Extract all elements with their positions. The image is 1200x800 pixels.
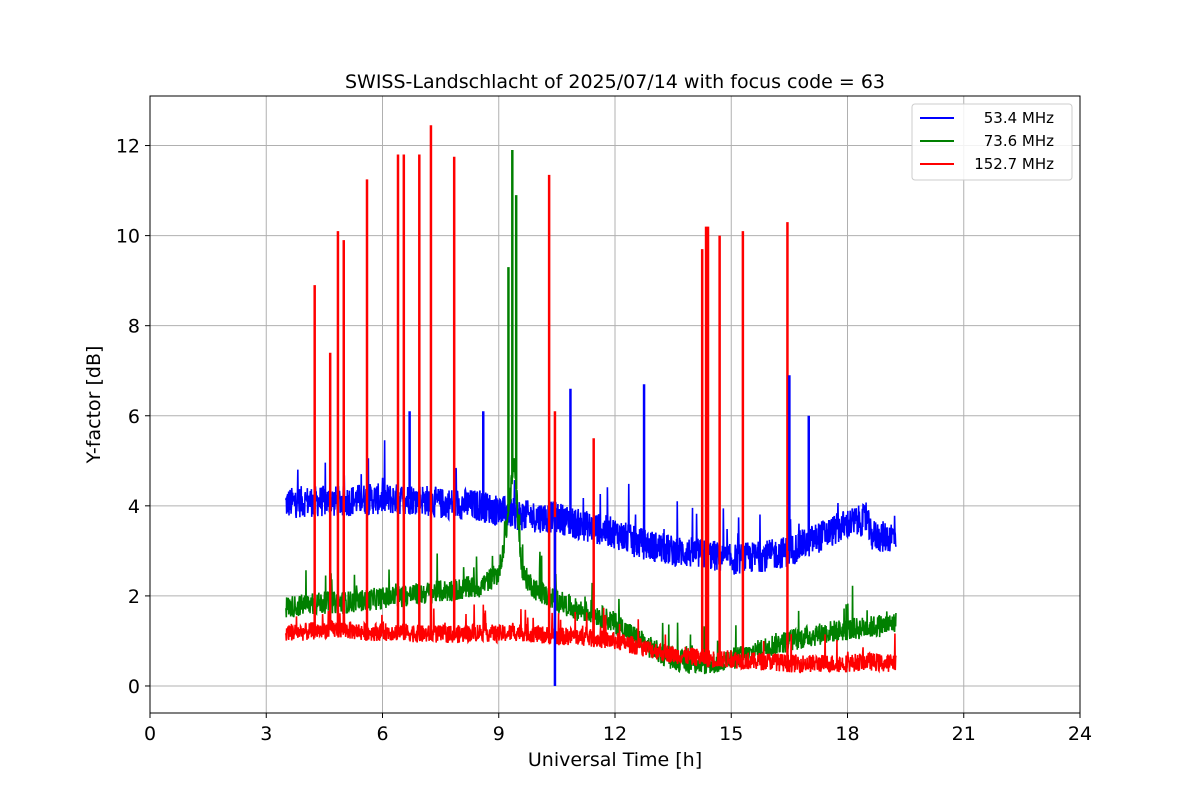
- series-line: [284, 440, 897, 575]
- chart-title: SWISS-Landschlacht of 2025/07/14 with fo…: [345, 71, 885, 93]
- y-tick-label: 4: [128, 496, 140, 518]
- y-tick-label: 6: [128, 406, 140, 428]
- y-tick-label: 8: [128, 316, 140, 338]
- x-tick-label: 18: [835, 723, 859, 745]
- series-line: [284, 604, 897, 674]
- y-tick-label: 2: [128, 586, 140, 608]
- legend-box: [911, 103, 1073, 181]
- x-tick-label: 21: [952, 723, 976, 745]
- x-axis-label: Universal Time [h]: [528, 749, 702, 771]
- x-tick-label: 6: [376, 723, 388, 745]
- y-tick-label: 12: [116, 136, 140, 158]
- x-tick-label: 15: [719, 723, 743, 745]
- y-axis-label: Y-factor [dB]: [83, 346, 105, 465]
- x-tick-label: 24: [1068, 723, 1092, 745]
- x-tick-label: 0: [144, 723, 156, 745]
- series-line: [284, 458, 897, 675]
- legend: 53.4 MHz 73.6 MHz 152.7 MHz: [911, 103, 1073, 181]
- legend-entry-label: 73.6 MHz: [984, 132, 1054, 150]
- y-tick-label: 0: [128, 676, 140, 698]
- x-tick-label: 3: [260, 723, 272, 745]
- y-tick-label: 10: [116, 226, 140, 248]
- legend-entry-label: 152.7 MHz: [974, 155, 1054, 173]
- x-tick-label: 9: [493, 723, 505, 745]
- x-tick-label: 12: [603, 723, 627, 745]
- legend-entry-label: 53.4 MHz: [984, 109, 1054, 127]
- series-layer: [284, 125, 897, 686]
